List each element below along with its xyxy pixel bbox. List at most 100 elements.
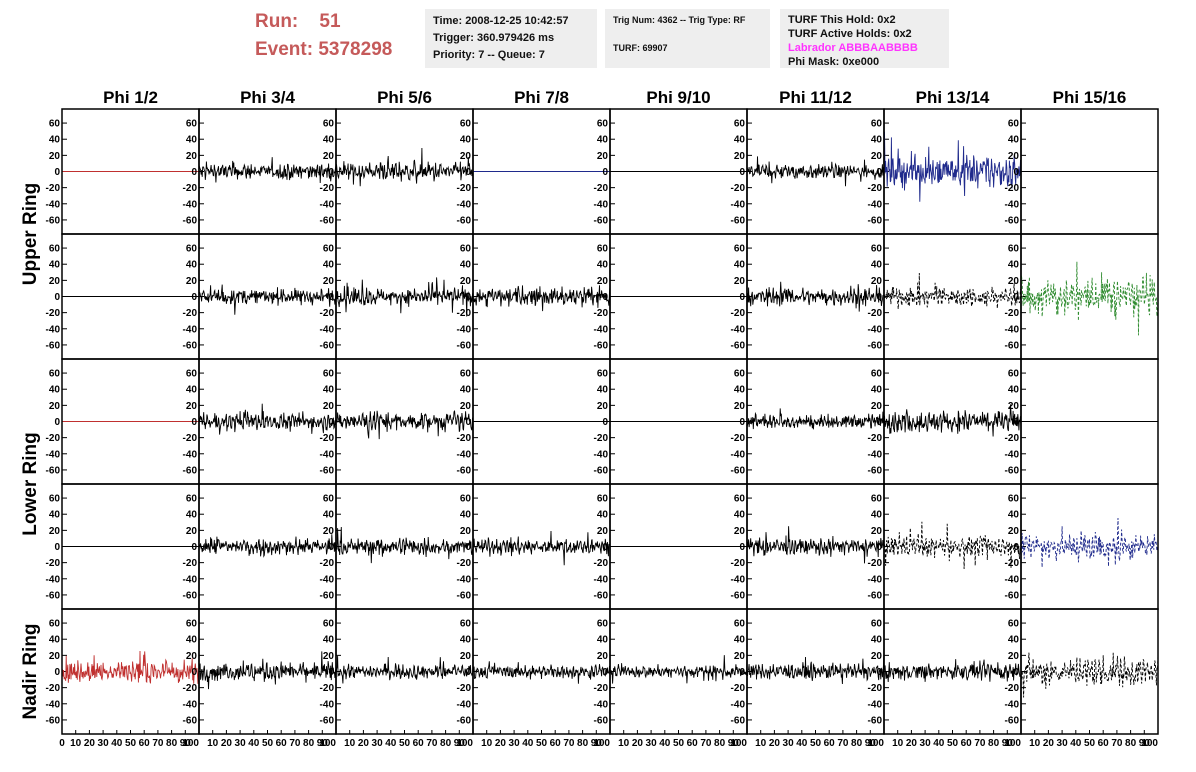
y-tick-label: 0	[465, 542, 471, 553]
x-tick-label: 80	[577, 738, 589, 749]
waveform-line	[883, 404, 1022, 437]
x-tick-label: 10	[618, 738, 630, 749]
waveform-panel: -60 -40 -20 0 20 40 60	[320, 233, 474, 360]
y-tick-label: -60	[46, 715, 61, 726]
waveform-line	[883, 272, 1022, 310]
y-tick-label: 40	[597, 510, 609, 521]
waveform-panel: -60 -40 -20 0 20 40 60	[183, 233, 337, 360]
y-tick-label: -40	[594, 699, 609, 710]
y-tick-label: -40	[594, 324, 609, 335]
waveform-panel: -60 -40 -20 0 20 40 60	[1005, 108, 1159, 235]
y-tick-label: 0	[191, 542, 197, 553]
y-tick-label: 20	[323, 151, 335, 162]
y-tick-label: -60	[868, 715, 883, 726]
y-tick-label: 0	[602, 417, 608, 428]
y-tick-label: -40	[320, 699, 335, 710]
y-tick-label: -40	[457, 699, 472, 710]
x-tick-label: 100	[1004, 738, 1021, 749]
y-tick-label: 20	[871, 276, 883, 287]
y-tick-label: -60	[183, 465, 198, 476]
event-row: Event: 5378298	[255, 36, 415, 64]
waveform-panel: -60 -40 -20 0 20 40 60	[731, 233, 885, 360]
y-tick-label: -40	[320, 574, 335, 585]
y-tick-label: -20	[320, 558, 335, 569]
y-tick-label: 20	[597, 526, 609, 537]
x-tick-label: 20	[632, 738, 644, 749]
y-tick-label: -60	[731, 215, 746, 226]
x-tick-label: 80	[851, 738, 863, 749]
y-tick-label: -20	[1005, 558, 1020, 569]
y-tick-label: 20	[49, 651, 61, 662]
y-tick-label: -60	[320, 340, 335, 351]
waveform-line	[335, 277, 474, 317]
y-tick-label: 60	[186, 244, 198, 255]
y-tick-label: 0	[465, 667, 471, 678]
x-tick-label: 40	[1070, 738, 1082, 749]
y-tick-label: 40	[734, 385, 746, 396]
waveform-line	[335, 655, 474, 684]
x-tick-label: 90	[865, 738, 877, 749]
turf-active-holds-text: TURF Active Holds: 0x2	[788, 28, 912, 40]
y-tick-label: 0	[602, 667, 608, 678]
y-tick-label: -20	[320, 433, 335, 444]
x-tick-label: 60	[687, 738, 699, 749]
y-tick-label: 0	[54, 167, 60, 178]
x-tick-label: 40	[248, 738, 260, 749]
y-tick-label: 0	[876, 292, 882, 303]
y-tick-label: 0	[328, 417, 334, 428]
y-tick-label: 0	[1013, 292, 1019, 303]
y-tick-label: -60	[868, 215, 883, 226]
y-tick-label: 40	[323, 260, 335, 271]
y-tick-label: 0	[465, 292, 471, 303]
y-tick-label: 40	[323, 510, 335, 521]
y-tick-label: -60	[868, 590, 883, 601]
y-tick-label: 20	[186, 151, 198, 162]
waveform-panel: -60 -40 -20 0 20 40 60	[457, 233, 611, 360]
y-tick-label: 60	[734, 619, 746, 630]
column-header: Phi 13/14	[916, 88, 990, 107]
x-tick-label: 80	[303, 738, 315, 749]
y-tick-label: 60	[323, 119, 335, 130]
y-tick-label: -40	[46, 324, 61, 335]
waveform-line	[1020, 261, 1159, 336]
y-tick-label: 20	[871, 401, 883, 412]
waveform-panel: -60 -40 -20 0 20 40 60	[457, 358, 611, 485]
y-tick-label: 0	[1013, 417, 1019, 428]
y-tick-label: 20	[734, 151, 746, 162]
y-tick-label: -40	[1005, 699, 1020, 710]
y-tick-label: -20	[594, 433, 609, 444]
y-tick-label: -20	[731, 433, 746, 444]
column-header: Phi 9/10	[646, 88, 710, 107]
y-tick-label: 20	[734, 526, 746, 537]
waveform-panel: -60 -40 -20 0 20 40 60	[594, 233, 748, 360]
priority-text: Priority: 7 -- Queue: 7	[433, 49, 545, 61]
y-tick-label: -40	[1005, 574, 1020, 585]
x-tick-label: 70	[974, 738, 986, 749]
y-tick-label: -60	[731, 590, 746, 601]
y-tick-label: 20	[49, 526, 61, 537]
x-tick-label: 30	[783, 738, 795, 749]
x-tick-label: 50	[262, 738, 274, 749]
y-tick-label: 20	[49, 276, 61, 287]
time-text: Time: 2008-12-25 10:42:57	[433, 15, 569, 27]
y-tick-label: 60	[49, 494, 61, 505]
x-tick-label: 50	[947, 738, 959, 749]
y-tick-label: -60	[1005, 590, 1020, 601]
y-tick-label: 40	[1008, 260, 1020, 271]
y-tick-label: -40	[731, 324, 746, 335]
waveform-panel: -60 -40 -20 0 20 40 60	[868, 108, 1022, 235]
y-tick-label: 20	[323, 276, 335, 287]
y-tick-label: 60	[323, 369, 335, 380]
y-tick-label: -60	[320, 715, 335, 726]
y-tick-label: -60	[594, 715, 609, 726]
x-tick-label: 90	[728, 738, 740, 749]
waveform-line	[746, 156, 885, 187]
y-tick-label: 40	[1008, 135, 1020, 146]
y-tick-label: -40	[46, 199, 61, 210]
run-label: Run:	[255, 11, 299, 32]
y-tick-label: -40	[183, 449, 198, 460]
column-header: Phi 1/2	[103, 88, 158, 107]
y-tick-label: -60	[731, 340, 746, 351]
x-tick-label: 20	[906, 738, 918, 749]
y-tick-label: -20	[320, 683, 335, 694]
